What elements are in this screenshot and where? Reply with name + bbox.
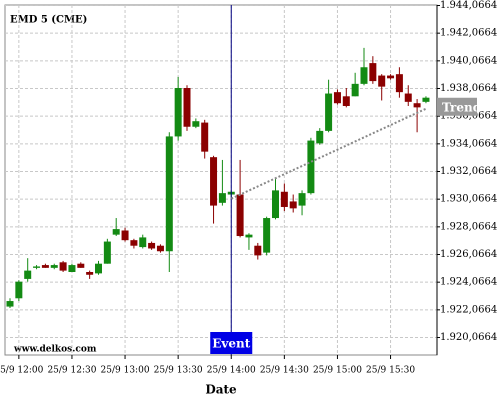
candle-body [378, 75, 386, 87]
candle-body [183, 88, 191, 127]
candle-body [15, 281, 23, 299]
candle-body [289, 201, 297, 209]
candle-body [6, 301, 14, 307]
candle-body [41, 265, 49, 268]
candle-body [121, 230, 129, 241]
x-tick-label: 25/9 15:30 [366, 366, 415, 376]
candle-body [112, 229, 120, 235]
candle-body [413, 103, 421, 108]
candle-body [236, 194, 244, 237]
candle-body [59, 262, 67, 271]
candle-body [254, 245, 262, 256]
y-tick-label: 1.920,0664 [440, 332, 497, 343]
candle-body [95, 263, 102, 274]
candle-body [192, 121, 200, 127]
event-box [210, 332, 253, 354]
y-tick-label: 1.940,0664 [440, 55, 497, 66]
candle-body [333, 92, 341, 104]
candle-body [24, 270, 32, 279]
x-tick-label: 25/9 14:30 [260, 366, 309, 376]
candle-body [210, 157, 218, 206]
candle-body [387, 75, 395, 79]
y-tick-label: 1.944,0664 [440, 0, 497, 11]
candle-body [369, 63, 377, 82]
candle-body [280, 191, 288, 207]
x-tick-label: 25/9 15:00 [313, 366, 362, 376]
candle-body [130, 240, 138, 246]
candle-body [245, 234, 253, 238]
candle-body [174, 88, 182, 137]
candle-body [50, 265, 58, 268]
candle-body [33, 266, 41, 268]
candle-body [316, 130, 324, 144]
candle-body [148, 242, 156, 249]
candle-body [156, 245, 164, 252]
x-tick-label: 25/9 14:00 [207, 366, 256, 376]
chart-title: EMD 5 (CME) [10, 15, 87, 26]
candle-body [272, 190, 279, 219]
candle-body [103, 241, 111, 264]
x-tick-label: 25/9 12:30 [47, 366, 96, 376]
x-tick-label: 25/9 12:00 [0, 366, 44, 376]
candle-body [325, 93, 333, 131]
x-tick-label: 25/9 13:30 [154, 366, 203, 376]
candle-body [395, 74, 403, 93]
candle-body [422, 97, 430, 102]
candle-body [360, 67, 368, 84]
trend-label: Trend [442, 100, 482, 114]
y-tick-label: 1.942,0664 [440, 28, 497, 39]
candle-body [404, 93, 412, 102]
trend-box [437, 97, 477, 116]
y-tick-label: 1.926,0664 [440, 249, 497, 260]
y-tick-label: 1.936,0664 [440, 111, 497, 122]
candle-body [68, 265, 76, 272]
event-label: Event [212, 337, 250, 351]
candle-body [165, 136, 173, 252]
x-axis-label: Date [205, 383, 237, 397]
y-tick-label: 1.932,0664 [440, 166, 497, 177]
y-tick-label: 1.930,0664 [440, 194, 497, 205]
y-tick-label: 1.934,0664 [440, 138, 497, 149]
y-tick-label: 1.938,0664 [440, 83, 497, 94]
candle-body [342, 96, 350, 106]
candle-body [298, 193, 306, 206]
y-tick-label: 1.928,0664 [440, 221, 497, 232]
candle-body [307, 140, 315, 194]
y-tick-label: 1.924,0664 [440, 277, 497, 288]
candle-body [263, 218, 271, 253]
candle-body [351, 83, 359, 97]
candle-body [218, 193, 226, 203]
plot-area [4, 4, 438, 356]
x-tick-label: 25/9 13:00 [101, 366, 150, 376]
y-tick-label: 1.922,0664 [440, 304, 497, 315]
watermark: www.delkos.com [13, 345, 97, 355]
candle-body [77, 263, 85, 268]
candle-body [139, 237, 147, 248]
candle-body [201, 122, 209, 152]
candle-body [86, 271, 94, 275]
